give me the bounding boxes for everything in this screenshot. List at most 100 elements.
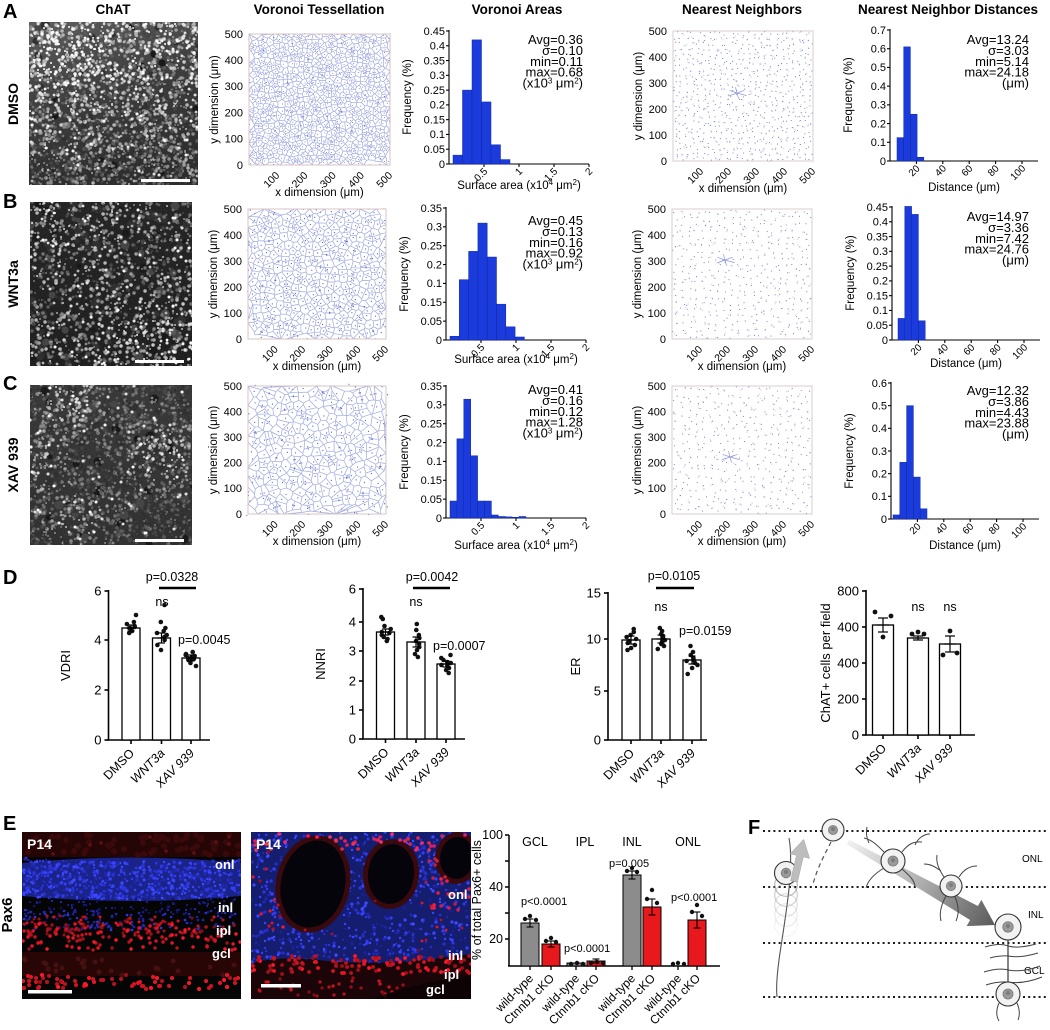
svg-text:0.4: 0.4 <box>430 41 445 53</box>
svg-text:ChAT+ cells per field: ChAT+ cells per field <box>818 603 833 722</box>
svg-text:Surface area (x104 μm2): Surface area (x104 μm2) <box>457 178 581 192</box>
svg-text:500: 500 <box>648 204 666 216</box>
svg-text:ChAT: ChAT <box>96 2 132 17</box>
svg-text:0.05: 0.05 <box>424 144 445 156</box>
svg-text:0: 0 <box>436 335 442 347</box>
svg-text:inl: inl <box>448 948 463 963</box>
svg-text:y dimension (μm): y dimension (μm) <box>208 406 220 495</box>
svg-text:max=0.68: max=0.68 <box>526 65 583 80</box>
svg-text:Frequency (%): Frequency (%) <box>845 235 857 311</box>
svg-text:0.1: 0.1 <box>427 278 442 290</box>
svg-text:x dimension (μm): x dimension (μm) <box>698 361 787 373</box>
svg-text:300: 300 <box>224 432 242 444</box>
svg-text:min=5.14: min=5.14 <box>975 54 1029 69</box>
svg-text:0: 0 <box>852 728 859 743</box>
svg-text:0: 0 <box>660 334 666 346</box>
svg-text:0.05: 0.05 <box>421 494 442 506</box>
svg-text:Frequency (%): Frequency (%) <box>402 59 414 135</box>
svg-text:p=0.0105: p=0.0105 <box>648 569 701 583</box>
svg-text:1: 1 <box>349 703 356 718</box>
svg-text:0.2: 0.2 <box>427 437 442 449</box>
svg-text:Surface area (x104 μm2): Surface area (x104 μm2) <box>454 352 578 366</box>
svg-text:0.4: 0.4 <box>872 423 887 435</box>
svg-text:100: 100 <box>649 130 667 142</box>
svg-text:0.1: 0.1 <box>430 129 445 141</box>
svg-text:(x103 μm2): (x103 μm2) <box>523 76 583 91</box>
svg-text:D: D <box>3 567 17 589</box>
svg-text:100: 100 <box>225 134 243 146</box>
svg-text:500: 500 <box>224 381 242 393</box>
svg-text:p=0.0045: p=0.0045 <box>178 633 231 647</box>
svg-text:0.15: 0.15 <box>421 475 442 487</box>
svg-text:0: 0 <box>882 335 888 347</box>
svg-text:max=24.76: max=24.76 <box>964 242 1029 257</box>
svg-text:0: 0 <box>236 509 242 521</box>
svg-text:max=0.92: max=0.92 <box>526 246 583 261</box>
svg-text:ONL: ONL <box>675 835 701 849</box>
svg-text:min=0.11: min=0.11 <box>530 54 583 69</box>
svg-text:σ=3.36: σ=3.36 <box>988 220 1029 235</box>
svg-text:x dimension (μm): x dimension (μm) <box>699 183 788 195</box>
svg-text:0: 0 <box>349 732 356 747</box>
svg-text:0.3: 0.3 <box>872 446 887 458</box>
svg-text:max=1.28: max=1.28 <box>526 415 583 430</box>
svg-text:400: 400 <box>837 656 859 671</box>
svg-text:ipl: ipl <box>444 967 459 982</box>
svg-text:P14: P14 <box>256 836 281 852</box>
svg-text:Avg=14.97: Avg=14.97 <box>967 209 1029 224</box>
svg-text:GCL: GCL <box>522 835 548 849</box>
svg-text:0.25: 0.25 <box>867 261 888 273</box>
svg-text:x dimension (μm): x dimension (μm) <box>273 536 362 548</box>
svg-text:200: 200 <box>649 104 667 116</box>
svg-text:Avg=0.45: Avg=0.45 <box>528 213 583 228</box>
svg-text:σ=3.86: σ=3.86 <box>988 394 1029 409</box>
svg-text:IPL: IPL <box>576 835 595 849</box>
svg-text:100: 100 <box>648 483 666 495</box>
svg-text:ns: ns <box>409 595 422 609</box>
svg-text:200: 200 <box>648 282 666 294</box>
svg-text:0: 0 <box>661 156 667 168</box>
svg-text:Avg=13.24: Avg=13.24 <box>967 32 1029 47</box>
svg-text:(μm): (μm) <box>1002 76 1029 91</box>
svg-text:200: 200 <box>224 282 242 294</box>
svg-text:ONL: ONL <box>1022 854 1043 865</box>
svg-text:0.1: 0.1 <box>873 305 888 317</box>
svg-text:(x103 μm2): (x103 μm2) <box>523 257 583 272</box>
svg-text:200: 200 <box>837 692 859 707</box>
svg-text:15: 15 <box>587 586 601 601</box>
svg-text:Voronoi Areas: Voronoi Areas <box>472 2 563 17</box>
svg-text:NNRI: NNRI <box>313 648 328 680</box>
svg-text:p=0.0328: p=0.0328 <box>146 570 199 584</box>
svg-text:0.45: 0.45 <box>867 202 888 214</box>
svg-text:0.1: 0.1 <box>427 456 442 468</box>
svg-text:Frequency (%): Frequency (%) <box>399 236 411 312</box>
svg-text:0: 0 <box>880 156 886 168</box>
svg-text:100: 100 <box>648 308 666 320</box>
svg-text:p=0.005: p=0.005 <box>609 858 649 870</box>
svg-text:min=7.42: min=7.42 <box>975 231 1029 246</box>
svg-text:0.3: 0.3 <box>427 222 442 234</box>
svg-text:0: 0 <box>236 334 242 346</box>
svg-text:GCL: GCL <box>1024 966 1045 977</box>
svg-text:VDRI: VDRI <box>58 650 73 681</box>
svg-text:0.25: 0.25 <box>424 85 445 97</box>
svg-text:5: 5 <box>594 684 601 699</box>
svg-text:0.3: 0.3 <box>871 100 886 112</box>
svg-text:0.2: 0.2 <box>430 100 445 112</box>
svg-text:(μm): (μm) <box>1002 253 1029 268</box>
svg-text:500: 500 <box>649 26 667 38</box>
svg-text:(x103 μm2): (x103 μm2) <box>523 426 583 441</box>
svg-text:ns: ns <box>654 600 667 614</box>
svg-text:0.6: 0.6 <box>872 378 887 390</box>
svg-text:y dimension (μm): y dimension (μm) <box>208 230 220 319</box>
svg-text:y dimension (μm): y dimension (μm) <box>632 406 644 495</box>
svg-text:200: 200 <box>225 107 243 119</box>
svg-text:0.15: 0.15 <box>867 290 888 302</box>
svg-text:0: 0 <box>660 509 666 521</box>
svg-text:x dimension (μm): x dimension (μm) <box>273 361 362 373</box>
svg-text:400: 400 <box>225 55 243 67</box>
svg-text:0: 0 <box>881 514 887 526</box>
svg-text:0.05: 0.05 <box>421 316 442 328</box>
svg-text:Nearest Neighbor Distances: Nearest Neighbor Distances <box>858 2 1038 17</box>
svg-text:P14: P14 <box>27 836 52 852</box>
